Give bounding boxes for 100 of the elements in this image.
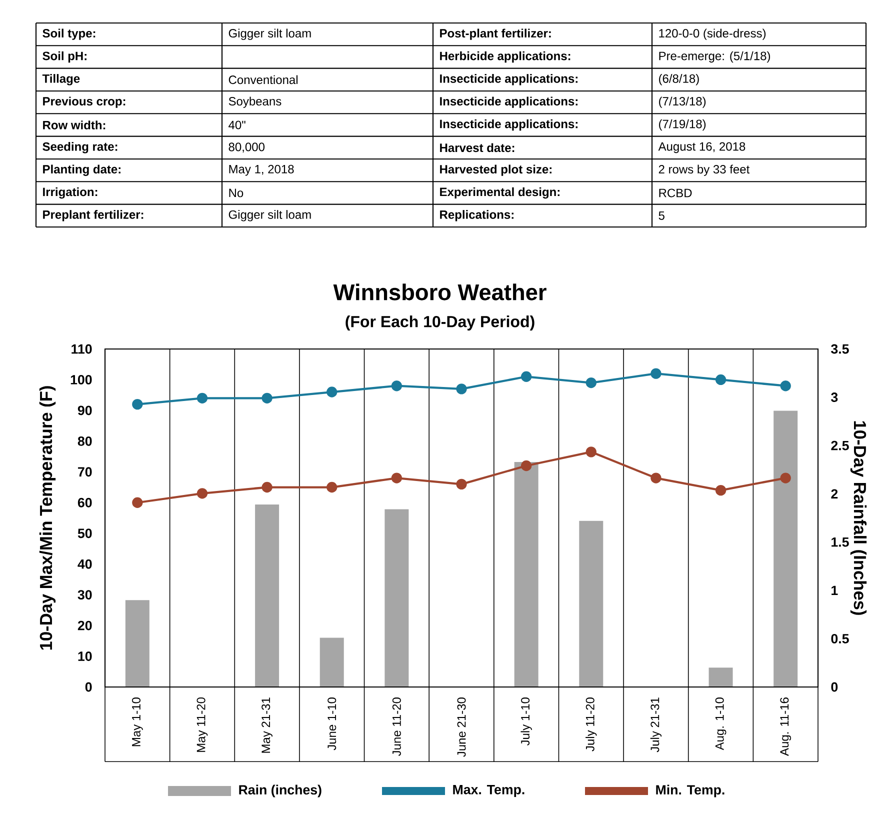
y-tick-label: 0	[85, 682, 92, 692]
x-tick-label: July 11-20	[586, 697, 597, 752]
x-tick-label: May 11-20	[196, 697, 208, 752]
x-tick-label: May 1-10	[132, 698, 143, 746]
bar	[255, 504, 280, 687]
x-tick-label: June 11-20	[392, 698, 401, 756]
x-tick-label: Aug. 11-16	[780, 698, 792, 756]
text: 2 rows by 33 feet	[658, 164, 750, 176]
text: May 1, 2018	[229, 164, 294, 176]
y-tick-label: 110	[72, 344, 92, 354]
point	[391, 380, 402, 392]
text: Insecticide applications:	[440, 119, 578, 131]
y-tick-label: 90	[78, 406, 92, 416]
y2-tick-label: 1.5	[832, 537, 849, 547]
text: (6/8/18)	[659, 74, 699, 86]
point	[780, 380, 791, 392]
y2-axis-title: 10-Day Rainfall (Inches)	[850, 421, 867, 615]
text: Planting date:	[43, 164, 120, 176]
x-tick-label: Aug. 1-10	[715, 698, 726, 750]
y2-tick-label: 1	[832, 586, 838, 595]
x-tick-label: June 1-10	[328, 698, 336, 750]
text: Experimental design:	[440, 187, 560, 199]
legend-label: Min. Temp.	[656, 784, 724, 798]
bar	[514, 462, 538, 687]
text: 120-0-0 (side-dress)	[659, 28, 766, 40]
legend-label: Rain (inches)	[239, 784, 322, 798]
text: Herbicide applications:	[440, 51, 570, 63]
x-tick-label: July 21-31	[650, 698, 662, 752]
text: Harvested plot size:	[440, 164, 552, 176]
point	[391, 472, 402, 484]
y2-tick-label: 3.5	[831, 344, 849, 354]
point	[715, 484, 726, 496]
point	[196, 392, 208, 404]
text: 80,000	[228, 142, 265, 153]
chart-subtitle: (For Each 10-Day Period)	[346, 316, 534, 330]
point	[715, 374, 726, 386]
text: Previous crop:	[43, 96, 126, 108]
text: Soybeans	[228, 96, 282, 108]
point	[262, 392, 272, 404]
bar	[320, 638, 344, 687]
y-tick-label: 100	[70, 374, 92, 384]
x-tick-label: July 1-10	[520, 698, 532, 746]
text: Replications:	[440, 210, 514, 222]
point	[520, 460, 532, 472]
x-tick-label: May 21-31	[262, 698, 272, 753]
point	[456, 478, 467, 490]
text: Insecticide applications:	[440, 96, 578, 108]
text: No	[229, 188, 244, 198]
x-tick-label: June 21-30	[457, 698, 466, 757]
text: Seeding rate:	[42, 142, 118, 154]
text: RCBD	[659, 188, 692, 198]
point	[650, 368, 662, 379]
point	[456, 384, 467, 394]
text: Tillage	[42, 74, 80, 86]
y2-tick-label: 3	[831, 392, 838, 402]
y2-tick-label: 2.5	[831, 440, 849, 450]
y2-tick-label: 2	[831, 489, 838, 498]
point	[326, 386, 338, 398]
point	[520, 371, 532, 382]
point	[780, 472, 791, 484]
text: Preplant fertilizer:	[43, 210, 144, 222]
bar	[579, 520, 604, 687]
text: Row width:	[43, 120, 106, 130]
y-tick-label: 80	[78, 436, 92, 446]
y-tick-label: 10	[78, 652, 92, 661]
point	[132, 398, 143, 410]
text: Post-plant fertilizer:	[440, 28, 551, 40]
bar	[125, 600, 150, 687]
point	[586, 377, 596, 388]
text: 40"	[228, 120, 246, 130]
text: Gigger silt loam	[228, 28, 311, 40]
y-tick-label: 70	[78, 467, 92, 477]
point	[326, 482, 338, 493]
y2-tick-label: 0	[831, 682, 838, 692]
y-tick-label: 60	[78, 498, 92, 508]
legend-label: Max. Temp.	[453, 785, 524, 797]
text: (7/19/18)	[659, 119, 706, 131]
text: August 16, 2018	[658, 142, 746, 154]
point	[196, 488, 208, 499]
y-tick-label: 50	[78, 528, 92, 538]
text: Conventional	[228, 75, 298, 84]
y-tick-label: 20	[78, 620, 92, 630]
point	[650, 472, 662, 484]
point	[262, 482, 272, 493]
text: Gigger silt loam	[228, 210, 311, 222]
y-axis-title: 10-Day Max/Min Temperature (F)	[39, 386, 56, 650]
point	[132, 497, 143, 508]
text: (7/13/18)	[659, 96, 706, 108]
chart-title: Winnsboro Weather	[333, 284, 546, 300]
bar	[708, 668, 733, 687]
text: Pre-emerge: (5/1/18)	[659, 51, 770, 63]
text: Soil type:	[42, 28, 96, 40]
text: Irrigation:	[43, 187, 98, 199]
text: Insecticide applications:	[440, 74, 578, 86]
y-tick-label: 30	[78, 590, 92, 600]
y2-tick-label: 0.5	[831, 634, 849, 644]
text: Soil pH:	[42, 51, 86, 63]
text: 5	[658, 211, 664, 220]
y-tick-label: 40	[78, 559, 92, 569]
point	[586, 446, 596, 458]
